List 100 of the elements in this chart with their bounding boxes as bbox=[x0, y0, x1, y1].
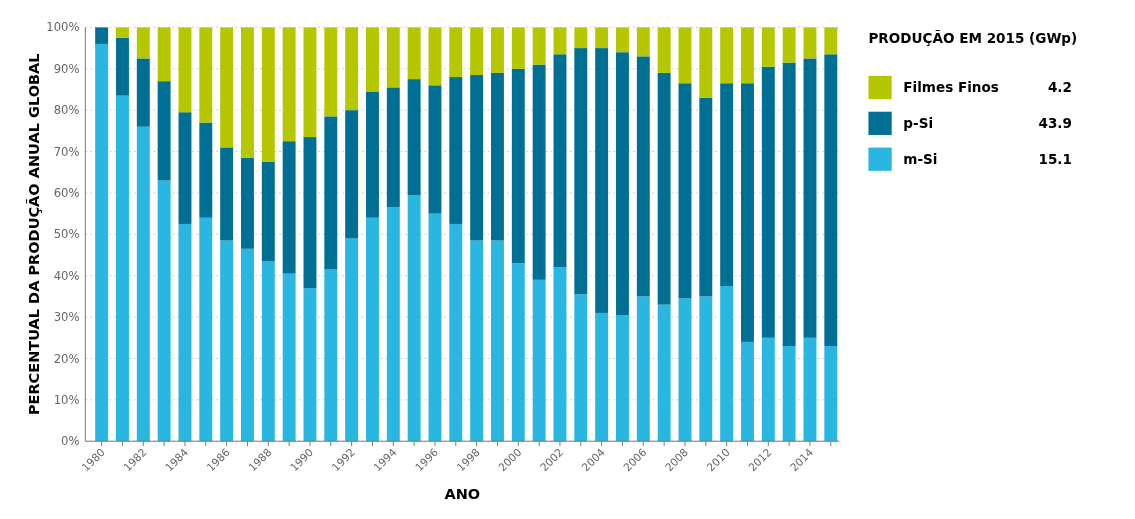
bar bbox=[720, 83, 734, 287]
bar bbox=[511, 263, 525, 442]
legend-label: Filmes Finos bbox=[903, 79, 999, 96]
bar bbox=[574, 294, 588, 442]
bar bbox=[428, 85, 442, 214]
bar bbox=[595, 312, 609, 442]
bar bbox=[678, 298, 692, 442]
bar bbox=[386, 207, 400, 442]
bar bbox=[782, 62, 796, 347]
bar bbox=[782, 346, 796, 442]
legend-title: PRODUÇÃO EM 2015 (GWp) bbox=[868, 29, 1078, 46]
bar bbox=[470, 27, 484, 75]
bar bbox=[699, 97, 713, 297]
bar bbox=[511, 68, 525, 264]
text: 4.2 bbox=[1047, 79, 1072, 96]
bar bbox=[574, 48, 588, 295]
y-tick-label: 50% bbox=[53, 227, 80, 242]
bar bbox=[199, 27, 213, 123]
bar bbox=[491, 72, 504, 241]
bar bbox=[616, 52, 629, 315]
bar bbox=[761, 337, 775, 442]
y-tick-label: 80% bbox=[53, 103, 80, 118]
bar bbox=[449, 77, 463, 224]
bar bbox=[95, 43, 109, 442]
bar bbox=[449, 223, 463, 442]
bar bbox=[595, 27, 609, 49]
bar bbox=[616, 315, 629, 442]
bar bbox=[345, 110, 359, 239]
bar bbox=[741, 27, 754, 84]
bar bbox=[157, 81, 171, 181]
bar bbox=[511, 27, 525, 69]
y-tick-label: 60% bbox=[53, 185, 80, 200]
bar bbox=[303, 27, 317, 138]
bar bbox=[553, 267, 567, 442]
bar bbox=[136, 58, 150, 127]
bar bbox=[824, 27, 838, 55]
bar bbox=[491, 240, 504, 442]
bar bbox=[657, 72, 671, 305]
bar bbox=[345, 27, 359, 111]
bar bbox=[636, 27, 650, 57]
bar bbox=[199, 217, 213, 442]
bar bbox=[220, 147, 234, 241]
bar bbox=[366, 217, 379, 442]
bar bbox=[136, 126, 150, 442]
bar bbox=[824, 54, 838, 347]
bar bbox=[720, 27, 734, 84]
bar bbox=[616, 27, 629, 53]
bar bbox=[636, 296, 650, 442]
bar bbox=[345, 238, 359, 442]
bar bbox=[491, 27, 504, 73]
y-axis-title: PERCENTUAL DA PRODUÇÃO ANUAL GLOBAL bbox=[25, 53, 42, 416]
bar bbox=[699, 296, 713, 442]
bar bbox=[720, 286, 734, 442]
bar bbox=[324, 27, 338, 117]
bar bbox=[241, 27, 254, 158]
bar bbox=[636, 56, 650, 297]
y-tick-label: 30% bbox=[53, 310, 80, 325]
bar bbox=[782, 27, 796, 63]
bar bbox=[407, 79, 421, 195]
bar bbox=[699, 27, 713, 98]
bar bbox=[116, 27, 129, 38]
bar bbox=[366, 27, 379, 92]
bar bbox=[803, 58, 817, 338]
bar bbox=[741, 341, 754, 442]
bar bbox=[178, 112, 192, 224]
bar bbox=[657, 304, 671, 442]
bar bbox=[178, 223, 192, 442]
legend-label: p-Si bbox=[903, 115, 934, 132]
bar bbox=[220, 27, 234, 148]
y-tick-label: 100% bbox=[46, 20, 80, 35]
bar bbox=[241, 248, 254, 442]
bar bbox=[407, 194, 421, 442]
bar bbox=[282, 27, 296, 142]
bar bbox=[261, 27, 275, 162]
bar bbox=[678, 83, 692, 299]
bar bbox=[199, 122, 213, 218]
bar bbox=[574, 27, 588, 49]
bar bbox=[116, 37, 129, 96]
bar bbox=[241, 157, 254, 249]
bar bbox=[303, 137, 317, 289]
bar bbox=[366, 91, 379, 218]
y-tick-label: 70% bbox=[53, 144, 80, 159]
bar bbox=[803, 337, 817, 442]
bar bbox=[282, 273, 296, 442]
bar bbox=[595, 48, 609, 313]
bar bbox=[761, 66, 775, 338]
bar bbox=[407, 27, 421, 80]
bar bbox=[657, 27, 671, 73]
legend-label: m-Si bbox=[903, 150, 938, 167]
bar bbox=[261, 161, 275, 262]
bar bbox=[532, 279, 546, 442]
bar bbox=[261, 261, 275, 442]
bar bbox=[532, 64, 546, 280]
bar bbox=[824, 346, 838, 442]
bar bbox=[157, 180, 171, 442]
bar bbox=[678, 27, 692, 84]
y-tick-label: 20% bbox=[53, 351, 80, 366]
bar bbox=[303, 288, 317, 442]
y-tick-label: 90% bbox=[53, 61, 80, 76]
bar bbox=[553, 27, 567, 55]
